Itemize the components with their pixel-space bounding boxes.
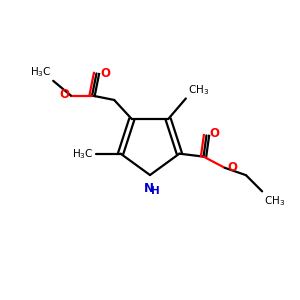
Text: N: N	[143, 182, 154, 194]
Text: O: O	[209, 128, 219, 140]
Text: O: O	[59, 88, 69, 101]
Text: CH$_3$: CH$_3$	[264, 194, 285, 208]
Text: H$_3$C: H$_3$C	[72, 147, 93, 160]
Text: O: O	[100, 67, 110, 80]
Text: H: H	[151, 186, 160, 196]
Text: CH$_3$: CH$_3$	[188, 83, 209, 97]
Text: H$_3$C: H$_3$C	[30, 65, 52, 79]
Text: O: O	[227, 161, 237, 174]
